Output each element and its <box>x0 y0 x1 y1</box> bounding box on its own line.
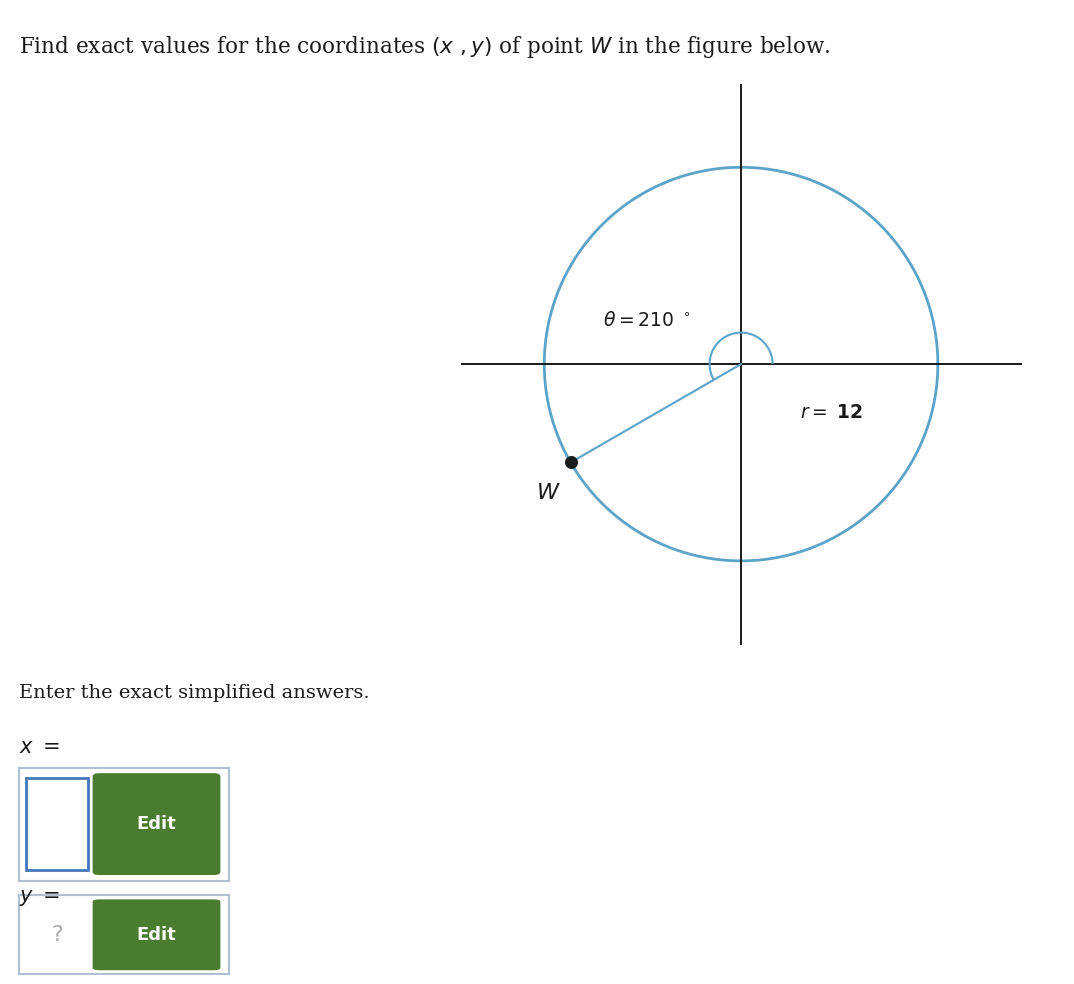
FancyBboxPatch shape <box>92 773 220 875</box>
Text: $r = \ \mathbf{12}$: $r = \ \mathbf{12}$ <box>800 404 863 422</box>
Text: ?: ? <box>52 925 63 945</box>
Text: Enter the exact simplified answers.: Enter the exact simplified answers. <box>19 684 369 702</box>
FancyBboxPatch shape <box>26 777 88 871</box>
Text: Edit: Edit <box>136 926 176 944</box>
Text: $\theta = 210\ ^\circ$: $\theta = 210\ ^\circ$ <box>603 311 691 331</box>
Text: Edit: Edit <box>136 815 176 833</box>
Text: $y\ =$: $y\ =$ <box>19 888 60 907</box>
Point <box>562 455 579 470</box>
FancyBboxPatch shape <box>92 899 220 970</box>
Text: $x\ =$: $x\ =$ <box>19 738 60 757</box>
Text: Find exact values for the coordinates $(x\ ,y)$ of point $W$ in the figure below: Find exact values for the coordinates $(… <box>19 34 831 60</box>
Text: $W$: $W$ <box>536 482 561 504</box>
